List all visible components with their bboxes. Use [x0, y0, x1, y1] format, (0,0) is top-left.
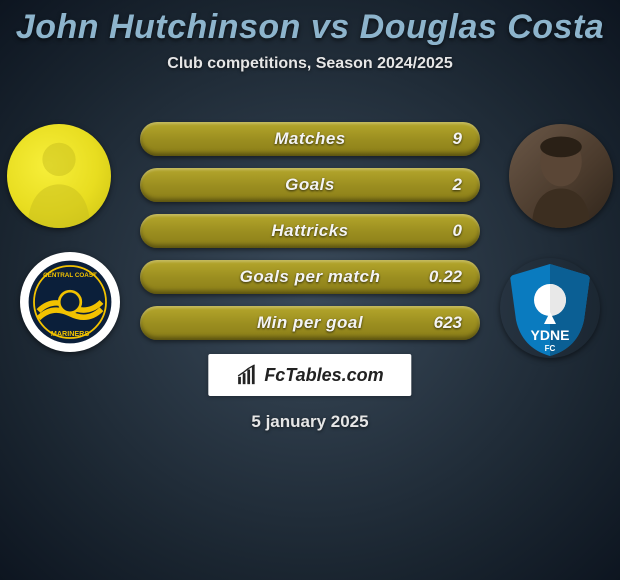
- stat-value: 0: [453, 214, 462, 248]
- bar-chart-icon: [236, 364, 258, 386]
- stat-value: 0.22: [429, 260, 462, 294]
- svg-text:FC: FC: [545, 344, 556, 353]
- club-badge-right: YDNE FC: [500, 258, 600, 358]
- svg-text:YDNE: YDNE: [531, 327, 570, 343]
- player-silhouette-icon: [7, 124, 111, 228]
- svg-text:MARINERS: MARINERS: [51, 329, 90, 338]
- player-avatar-right: [509, 124, 613, 228]
- stat-label: Goals: [140, 168, 480, 202]
- mariners-badge-icon: CENTRAL COAST MARINERS: [25, 257, 115, 347]
- stat-value: 623: [434, 306, 462, 340]
- stat-label: Hattricks: [140, 214, 480, 248]
- branding-text: FcTables.com: [264, 365, 383, 386]
- stats-bars: Matches 9 Goals 2 Hattricks 0 Goals per …: [140, 122, 480, 340]
- date-text: 5 january 2025: [0, 412, 620, 432]
- svg-text:CENTRAL COAST: CENTRAL COAST: [43, 272, 97, 279]
- branding: FcTables.com: [208, 354, 411, 396]
- stat-bar-goals: Goals 2: [140, 168, 480, 202]
- stat-bar-goals-per-match: Goals per match 0.22: [140, 260, 480, 294]
- player-silhouette-icon: [509, 124, 613, 228]
- player-avatar-left: [7, 124, 111, 228]
- page-title: John Hutchinson vs Douglas Costa: [0, 0, 620, 47]
- stat-value: 2: [453, 168, 462, 202]
- stat-label: Matches: [140, 122, 480, 156]
- subtitle: Club competitions, Season 2024/2025: [0, 55, 620, 73]
- stat-bar-hattricks: Hattricks 0: [140, 214, 480, 248]
- stat-bar-min-per-goal: Min per goal 623: [140, 306, 480, 340]
- stat-label: Min per goal: [140, 306, 480, 340]
- club-badge-left: CENTRAL COAST MARINERS: [20, 252, 120, 352]
- stat-value: 9: [453, 122, 462, 156]
- stat-bar-matches: Matches 9: [140, 122, 480, 156]
- sydneyfc-badge-icon: YDNE FC: [500, 258, 600, 358]
